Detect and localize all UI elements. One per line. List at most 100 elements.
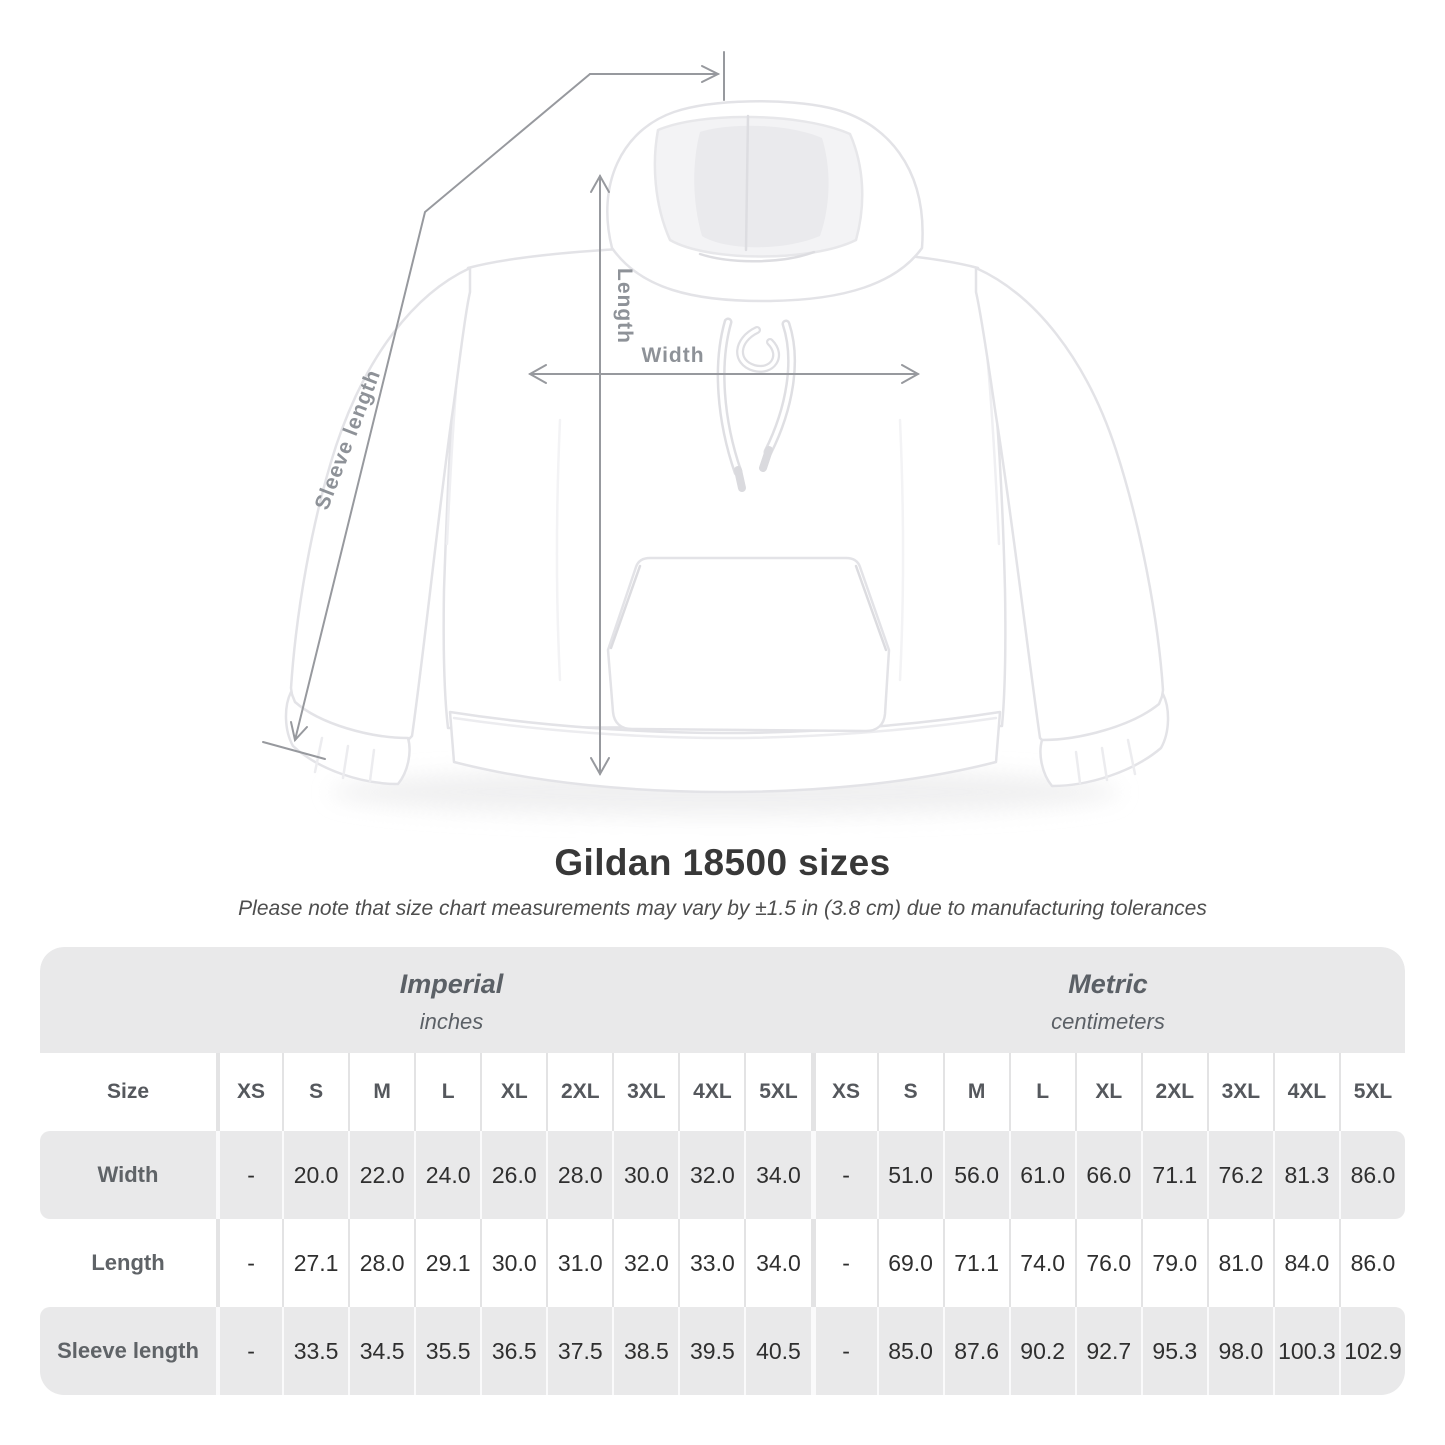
value-cell: 39.5 — [678, 1307, 744, 1395]
hoodie-illustration — [284, 100, 1170, 794]
value-cell: 27.1 — [282, 1219, 348, 1307]
row-label: Sleeve length — [57, 1338, 199, 1363]
table-row-width: Width - 20.0 22.0 24.0 26.0 28.0 30.0 32… — [40, 1131, 1405, 1219]
value-cell: - — [810, 1131, 877, 1219]
value-cell: 28.0 — [348, 1219, 414, 1307]
value-cell: 30.0 — [480, 1219, 546, 1307]
value-cell: 31.0 — [546, 1219, 612, 1307]
size-col-header: M — [348, 1053, 414, 1131]
body-creases — [555, 418, 905, 682]
hood-interior-shadow — [694, 125, 829, 248]
value-cell: 28.0 — [546, 1131, 612, 1219]
size-corner-label: Size — [106, 1080, 150, 1103]
size-col-header: XL — [1074, 1053, 1141, 1131]
value-cell: - — [216, 1219, 282, 1307]
size-col-header: XS — [810, 1053, 877, 1131]
value-cell: 79.0 — [1140, 1219, 1207, 1307]
value-cell: 86.0 — [1338, 1131, 1405, 1219]
value-cell: 92.7 — [1074, 1307, 1141, 1395]
value-cell: 33.5 — [282, 1307, 348, 1395]
value-cell: - — [810, 1307, 877, 1395]
length-arrow — [590, 173, 610, 777]
row-label: Width — [97, 1162, 159, 1187]
size-table: Imperial inches Metric centimeters Size … — [40, 947, 1405, 1395]
size-col-header: 4XL — [1272, 1053, 1339, 1131]
value-cell: 66.0 — [1074, 1131, 1141, 1219]
size-col-header: S — [282, 1053, 348, 1131]
right-cuff-ribs — [1074, 738, 1137, 785]
size-col-header: M — [942, 1053, 1009, 1131]
value-cell: 38.5 — [612, 1307, 678, 1395]
value-cell: 40.5 — [744, 1307, 810, 1395]
value-cell: 98.0 — [1206, 1307, 1273, 1395]
size-col-header: 2XL — [1140, 1053, 1207, 1131]
value-cell: - — [810, 1219, 877, 1307]
hem-seam — [452, 716, 998, 740]
size-col-header: L — [1008, 1053, 1075, 1131]
size-col-header: XL — [480, 1053, 546, 1131]
value-cell: 85.0 — [876, 1307, 943, 1395]
value-cell: 81.3 — [1272, 1131, 1339, 1219]
value-cell: 90.2 — [1008, 1307, 1075, 1395]
unit-group-row: Imperial inches Metric centimeters — [40, 947, 1405, 1053]
value-cell: 36.5 — [480, 1307, 546, 1395]
size-header-row: Size XS S M L XL 2XL 3XL 4XL 5XL XS S M … — [40, 1053, 1405, 1131]
value-cell: 37.5 — [546, 1307, 612, 1395]
value-cell: 22.0 — [348, 1131, 414, 1219]
value-cell: 32.0 — [612, 1219, 678, 1307]
metric-group-header: Metric centimeters — [811, 947, 1405, 1053]
size-col-header: L — [414, 1053, 480, 1131]
width-label: Width — [641, 344, 704, 367]
value-cell: 30.0 — [612, 1131, 678, 1219]
value-cell: 20.0 — [282, 1131, 348, 1219]
value-cell: 84.0 — [1272, 1219, 1339, 1307]
kangaroo-pocket — [606, 556, 891, 733]
row-label: Length — [91, 1250, 165, 1275]
imperial-group-unit: inches — [419, 1009, 484, 1034]
value-cell: 32.0 — [678, 1131, 744, 1219]
value-cell: 87.6 — [942, 1307, 1009, 1395]
metric-group-unit: centimeters — [1051, 1009, 1165, 1034]
value-cell: 35.5 — [414, 1307, 480, 1395]
right-cuff — [1039, 692, 1170, 788]
table-row-length: Length - 27.1 28.0 29.1 30.0 31.0 32.0 3… — [40, 1219, 1405, 1307]
value-cell: 51.0 — [876, 1131, 943, 1219]
size-col-header: 5XL — [1338, 1053, 1405, 1131]
value-cell: 76.2 — [1206, 1131, 1273, 1219]
value-cell: 34.0 — [744, 1131, 810, 1219]
imperial-group-label: Imperial — [399, 969, 504, 999]
value-cell: 61.0 — [1008, 1131, 1075, 1219]
imperial-group-header: Imperial inches — [40, 947, 811, 1053]
value-cell: 71.1 — [1140, 1131, 1207, 1219]
width-arrow — [527, 364, 921, 384]
value-cell: 69.0 — [876, 1219, 943, 1307]
value-cell: 100.3 — [1272, 1307, 1339, 1395]
size-col-header: XS — [216, 1053, 282, 1131]
value-cell: 26.0 — [480, 1131, 546, 1219]
hoodie-measurement-diagram: Length Width Sleeve length — [262, 51, 1170, 816]
size-col-header: S — [876, 1053, 943, 1131]
size-col-header: 4XL — [678, 1053, 744, 1131]
size-col-header: 5XL — [744, 1053, 810, 1131]
value-cell: 24.0 — [414, 1131, 480, 1219]
value-cell: 86.0 — [1338, 1219, 1405, 1307]
hood-seams — [698, 114, 816, 263]
size-col-header: 3XL — [612, 1053, 678, 1131]
hoodie-diagram-svg: Length Width Sleeve length — [262, 51, 1170, 816]
drawstrings — [716, 317, 797, 492]
value-cell: 71.1 — [942, 1219, 1009, 1307]
value-cell: 81.0 — [1206, 1219, 1273, 1307]
value-cell: 76.0 — [1074, 1219, 1141, 1307]
value-cell: 74.0 — [1008, 1219, 1075, 1307]
value-cell: - — [216, 1307, 282, 1395]
sleeve-length-arrow — [262, 51, 725, 760]
value-cell: 34.0 — [744, 1219, 810, 1307]
value-cell: 33.0 — [678, 1219, 744, 1307]
value-cell: 29.1 — [414, 1219, 480, 1307]
value-cell: 56.0 — [942, 1131, 1009, 1219]
pocket-opening-seams — [609, 564, 888, 652]
metric-group-label: Metric — [1068, 969, 1148, 999]
page-title: Gildan 18500 sizes — [554, 842, 891, 883]
table-row-sleeve-length: Sleeve length - 33.5 34.5 35.5 36.5 37.5… — [40, 1307, 1405, 1395]
size-note: Please note that size chart measurements… — [238, 897, 1207, 920]
